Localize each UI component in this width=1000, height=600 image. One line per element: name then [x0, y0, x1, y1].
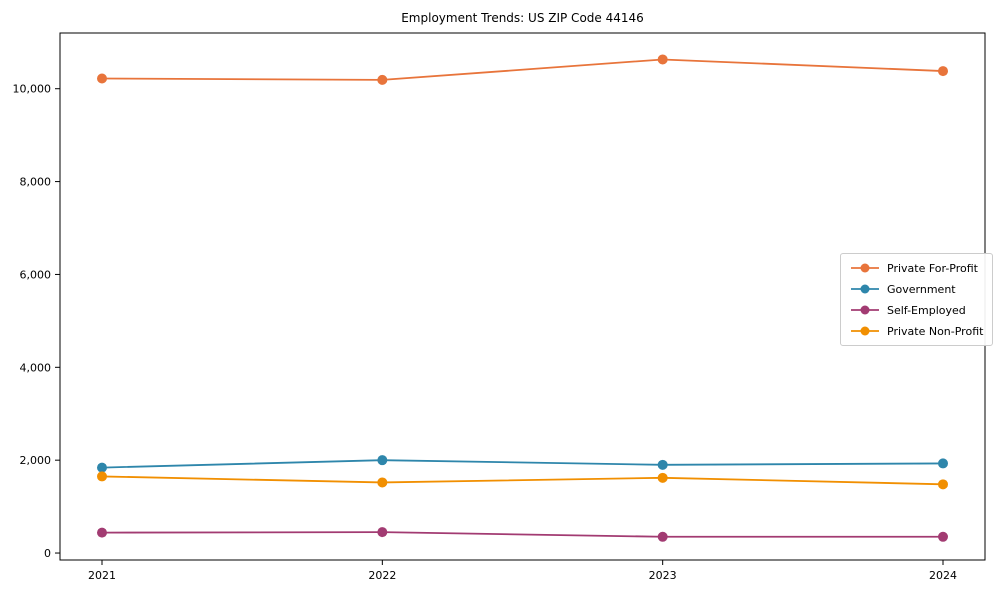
- data-point: [657, 472, 668, 483]
- series-line: [101, 475, 944, 486]
- data-point: [97, 73, 107, 84]
- y-tick-label: 0: [44, 547, 51, 560]
- legend-label: Government: [887, 282, 956, 296]
- y-tick-label: 8,000: [20, 176, 52, 189]
- series-line: [101, 459, 944, 469]
- data-point: [97, 471, 107, 482]
- legend-label: Private For-Profit: [887, 261, 978, 275]
- chart-title: Employment Trends: US ZIP Code 44146: [401, 11, 644, 25]
- legend: Private For-Profit Government Self-Employe…: [840, 253, 994, 346]
- legend-item: Private Non-Profit: [850, 324, 983, 338]
- y-tick-label: 2,000: [20, 454, 52, 467]
- data-point: [97, 462, 107, 473]
- data-point: [657, 54, 668, 65]
- y-tick-label: 6,000: [20, 268, 52, 281]
- legend-label: Self-Employed: [887, 303, 966, 317]
- series-line: [101, 531, 943, 538]
- x-tick-label: 2023: [649, 569, 677, 582]
- series-government: [97, 455, 948, 473]
- legend-item: Self-Employed: [850, 303, 983, 317]
- data-point: [938, 531, 948, 542]
- legend-item: Government: [850, 282, 983, 296]
- series-private-non-profit: [97, 471, 948, 490]
- x-tick-label: 2021: [88, 569, 116, 582]
- x-tick-label: 2022: [368, 569, 396, 582]
- data-point: [657, 531, 668, 542]
- legend-marker-icon: [851, 263, 879, 273]
- legend-marker-icon: [851, 326, 879, 336]
- legend-marker-icon: [851, 284, 879, 294]
- data-point: [377, 527, 388, 538]
- legend-item: Private For-Profit: [850, 261, 983, 275]
- data-point: [97, 527, 107, 538]
- data-point: [938, 458, 948, 469]
- legend-label: Private Non-Profit: [887, 324, 984, 338]
- series-self-employed: [97, 527, 948, 542]
- legend-marker-icon: [851, 305, 879, 315]
- y-tick-label: 4,000: [20, 361, 52, 374]
- series-line: [101, 58, 944, 81]
- data-point: [377, 455, 388, 466]
- data-point: [938, 479, 948, 490]
- series-private-for-profit: [97, 54, 948, 85]
- data-point: [377, 477, 388, 488]
- data-point: [657, 459, 668, 470]
- data-point: [377, 74, 388, 85]
- y-tick-label: 10,000: [13, 83, 52, 96]
- x-tick-label: 2024: [929, 569, 957, 582]
- data-point: [938, 66, 948, 77]
